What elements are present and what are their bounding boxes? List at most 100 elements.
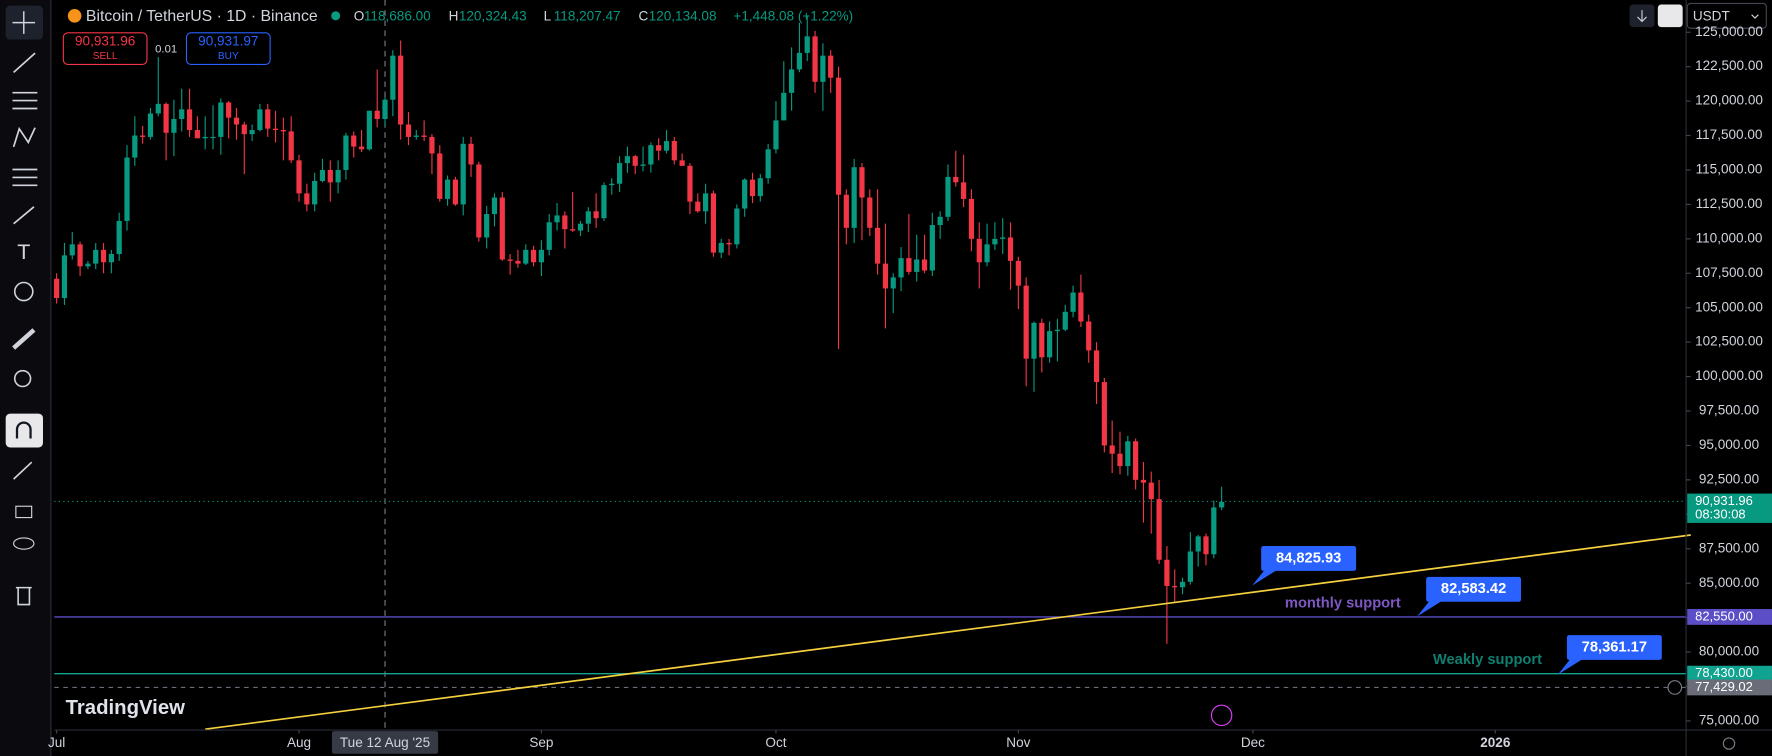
candle-body <box>77 244 83 267</box>
x-tick-label: Oct <box>765 735 786 750</box>
tool-emoji[interactable] <box>13 281 34 302</box>
candle-body <box>812 36 818 82</box>
spread: 0.01 <box>155 44 177 56</box>
candle-body <box>671 141 677 161</box>
tool-brush[interactable] <box>13 206 35 225</box>
currency-select[interactable] <box>1686 2 1767 29</box>
y-tick-label: 125,000.00 <box>1695 24 1763 39</box>
candle-body <box>530 249 537 263</box>
candle-body <box>710 193 717 253</box>
callout-pointer <box>1417 599 1445 617</box>
candle-body <box>648 145 654 165</box>
candle-body <box>1109 445 1115 454</box>
candle-body <box>757 178 763 197</box>
y-tick-label: 107,500.00 <box>1695 265 1763 280</box>
candle-body <box>632 156 638 166</box>
settings-icon[interactable] <box>1722 737 1736 750</box>
candle-body <box>1101 382 1107 446</box>
sell-button[interactable] <box>62 32 148 65</box>
candle-body <box>828 55 834 78</box>
candle-body <box>749 179 756 197</box>
add-alert <box>1667 680 1683 695</box>
tool-fib[interactable] <box>12 91 38 110</box>
candle-body <box>1195 536 1201 552</box>
candle-body <box>538 249 544 263</box>
candle-body <box>1054 329 1061 332</box>
buy-button[interactable] <box>185 32 271 65</box>
candle-body <box>929 225 935 271</box>
x-tick-label: 2026 <box>1480 735 1511 750</box>
candle-body <box>616 163 623 184</box>
candle-body <box>1007 237 1014 261</box>
y-tick-label: 122,500.00 <box>1695 58 1763 73</box>
candle-body <box>804 36 810 53</box>
y-tick-label: 117,500.00 <box>1696 127 1763 142</box>
candle-body <box>351 135 357 147</box>
tool-pattern[interactable] <box>12 126 36 148</box>
candle-body <box>1148 482 1154 500</box>
candle-body <box>499 197 505 260</box>
tool-delete[interactable] <box>15 586 32 606</box>
market-status <box>331 11 341 21</box>
candle-body <box>452 179 458 205</box>
candle-body <box>116 220 122 254</box>
tool-line[interactable] <box>13 52 36 73</box>
candle-body <box>319 169 326 181</box>
tool-zoom[interactable] <box>13 369 32 388</box>
tool-text[interactable]: T <box>17 240 30 264</box>
candle-body <box>249 130 255 135</box>
candle-body <box>85 263 91 267</box>
y-tick-label: 100,000.00 <box>1695 368 1763 383</box>
tool-ruler[interactable] <box>12 328 36 350</box>
tool-lock[interactable] <box>15 505 33 519</box>
candle-body <box>687 165 693 202</box>
candle-body <box>186 109 193 131</box>
candle-body <box>171 119 177 133</box>
candle-body <box>210 136 216 139</box>
candle-body <box>663 141 670 151</box>
tool-hide[interactable] <box>13 537 35 550</box>
crosshair-label: Tue 12 Aug '25 <box>340 735 430 750</box>
candle-body <box>593 211 599 219</box>
candle-body <box>1179 581 1186 588</box>
candle-body <box>961 182 967 199</box>
x-tick-label: Dec <box>1241 735 1265 750</box>
candle-body <box>327 169 333 183</box>
candle-body <box>202 136 208 139</box>
candle-body <box>945 176 951 217</box>
candle-body <box>773 120 779 150</box>
price-tag <box>1687 493 1772 523</box>
candle-body <box>1140 479 1147 483</box>
candle-body <box>937 216 943 226</box>
reset-button[interactable] <box>1657 4 1683 28</box>
candle-body <box>398 55 404 125</box>
x-tick-label: Jul <box>48 735 65 750</box>
candle-body <box>609 183 615 186</box>
price-tag <box>1687 679 1772 696</box>
candle-body <box>390 55 396 100</box>
sell-label: SELL <box>93 51 118 62</box>
candle-body <box>1086 321 1092 351</box>
y-tick-label: 97,500.00 <box>1699 403 1759 418</box>
ohlc-value: 120,324.43 <box>459 9 527 24</box>
callout <box>1261 546 1357 571</box>
y-tick-label: 110,000.00 <box>1696 230 1763 245</box>
candle-body <box>968 198 975 239</box>
candle-body <box>679 160 685 166</box>
candle-body <box>257 109 263 131</box>
tool-magnet[interactable] <box>5 413 43 448</box>
tool-keep-drawing[interactable] <box>13 461 33 480</box>
candle-body <box>54 278 60 299</box>
candle-body <box>765 149 771 179</box>
price-tag-label: 78,430.00 <box>1695 665 1753 680</box>
candle-body <box>241 124 247 135</box>
indicator-icon[interactable] <box>1210 704 1233 727</box>
candle-body <box>1203 536 1209 555</box>
candle-body <box>577 223 584 231</box>
ohlc-header: O 118,686.00 H 120,324.43 L 118,207.47 C 120,13… <box>354 9 717 24</box>
tool-forecast[interactable] <box>12 168 38 187</box>
candle-body <box>1125 441 1131 467</box>
candle-body <box>640 164 646 166</box>
candle-body <box>1070 292 1076 312</box>
